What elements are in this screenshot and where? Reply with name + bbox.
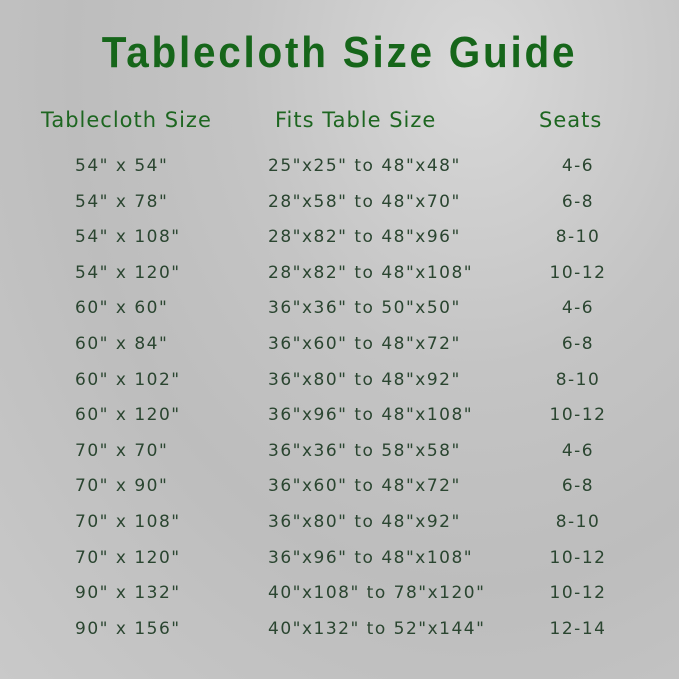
table-row: 60" x 60" 36"x36" to 50"x50" 4-6: [0, 298, 679, 333]
table-row: 70" x 70" 36"x36" to 58"x58" 4-6: [0, 441, 679, 476]
tablecloth-size-cell: 54" x 78": [75, 191, 169, 212]
page-title: Tablecloth Size Guide: [101, 28, 578, 77]
table-size-cell: 40"x132" to 52"x144": [268, 618, 486, 639]
tablecloth-size-cell: 90" x 132": [75, 583, 181, 604]
table-row: 60" x 84" 36"x60" to 48"x72" 6-8: [0, 334, 679, 369]
table-row: 70" x 108" 36"x80" to 48"x92" 8-10: [0, 512, 679, 547]
seats-cell: 8-10: [555, 227, 601, 248]
seats-cell: 10-12: [549, 405, 607, 426]
tablecloth-size-cell: 60" x 120": [75, 405, 181, 426]
table-size-cell: 36"x36" to 58"x58": [268, 440, 461, 461]
tablecloth-size-cell: 70" x 90": [75, 476, 169, 497]
table-size-cell: 36"x60" to 48"x72": [268, 476, 461, 497]
table-size-cell: 28"x82" to 48"x108": [268, 262, 474, 283]
table-size-cell: 36"x80" to 48"x92": [268, 369, 461, 390]
table-size-cell: 28"x58" to 48"x70": [268, 191, 461, 212]
header-fits-table-size: Fits Table Size: [275, 108, 437, 132]
tablecloth-size-cell: 90" x 156": [75, 618, 181, 639]
seats-cell: 4-6: [561, 298, 595, 319]
table-row: 54" x 120" 28"x82" to 48"x108" 10-12: [0, 263, 679, 298]
seats-cell: 10-12: [549, 547, 607, 568]
tablecloth-size-cell: 70" x 108": [75, 512, 181, 532]
header-tablecloth-size: Tablecloth Size: [41, 108, 212, 132]
seats-cell: 8-10: [555, 512, 601, 532]
seats-cell: 8-10: [555, 369, 601, 390]
tablecloth-size-cell: 54" x 108": [75, 227, 181, 248]
table-row: 54" x 108" 28"x82" to 48"x96" 8-10: [0, 227, 679, 262]
tablecloth-size-cell: 60" x 60": [75, 298, 169, 319]
table-size-cell: 36"x36" to 50"x50": [268, 298, 461, 319]
tablecloth-size-cell: 60" x 84": [75, 334, 169, 354]
table-row: 90" x 156" 40"x132" to 52"x144" 12-14: [0, 619, 679, 654]
table-size-cell: 40"x108" to 78"x120": [268, 583, 486, 604]
seats-cell: 10-12: [549, 583, 607, 604]
table-size-cell: 25"x25" to 48"x48": [268, 156, 461, 176]
table-row: 90" x 132" 40"x108" to 78"x120" 10-12: [0, 583, 679, 618]
tablecloth-size-cell: 70" x 70": [75, 440, 169, 461]
table-row: 70" x 90" 36"x60" to 48"x72" 6-8: [0, 476, 679, 511]
seats-cell: 6-8: [561, 191, 595, 212]
seats-cell: 4-6: [561, 440, 595, 461]
seats-cell: 4-6: [561, 156, 595, 176]
seats-cell: 6-8: [561, 334, 595, 354]
table-row: 70" x 120" 36"x96" to 48"x108" 10-12: [0, 548, 679, 583]
table-row: 60" x 120" 36"x96" to 48"x108" 10-12: [0, 405, 679, 440]
table-row: 60" x 102" 36"x80" to 48"x92" 8-10: [0, 370, 679, 405]
tablecloth-size-cell: 70" x 120": [75, 547, 181, 568]
table-size-cell: 28"x82" to 48"x96": [268, 227, 461, 248]
tablecloth-size-cell: 60" x 102": [75, 369, 181, 390]
seats-cell: 10-12: [549, 262, 607, 283]
seats-cell: 6-8: [561, 476, 595, 497]
table-row: 54" x 78" 28"x58" to 48"x70" 6-8: [0, 192, 679, 227]
table-size-cell: 36"x60" to 48"x72": [268, 334, 461, 354]
table-row: 54" x 54" 25"x25" to 48"x48" 4-6: [0, 156, 679, 191]
table-size-cell: 36"x80" to 48"x92": [268, 512, 461, 532]
table-size-cell: 36"x96" to 48"x108": [268, 405, 474, 426]
table-size-cell: 36"x96" to 48"x108": [268, 547, 474, 568]
seats-cell: 12-14: [549, 618, 607, 639]
tablecloth-size-cell: 54" x 120": [75, 262, 181, 283]
tablecloth-size-cell: 54" x 54": [75, 156, 169, 176]
header-seats: Seats: [539, 108, 603, 132]
